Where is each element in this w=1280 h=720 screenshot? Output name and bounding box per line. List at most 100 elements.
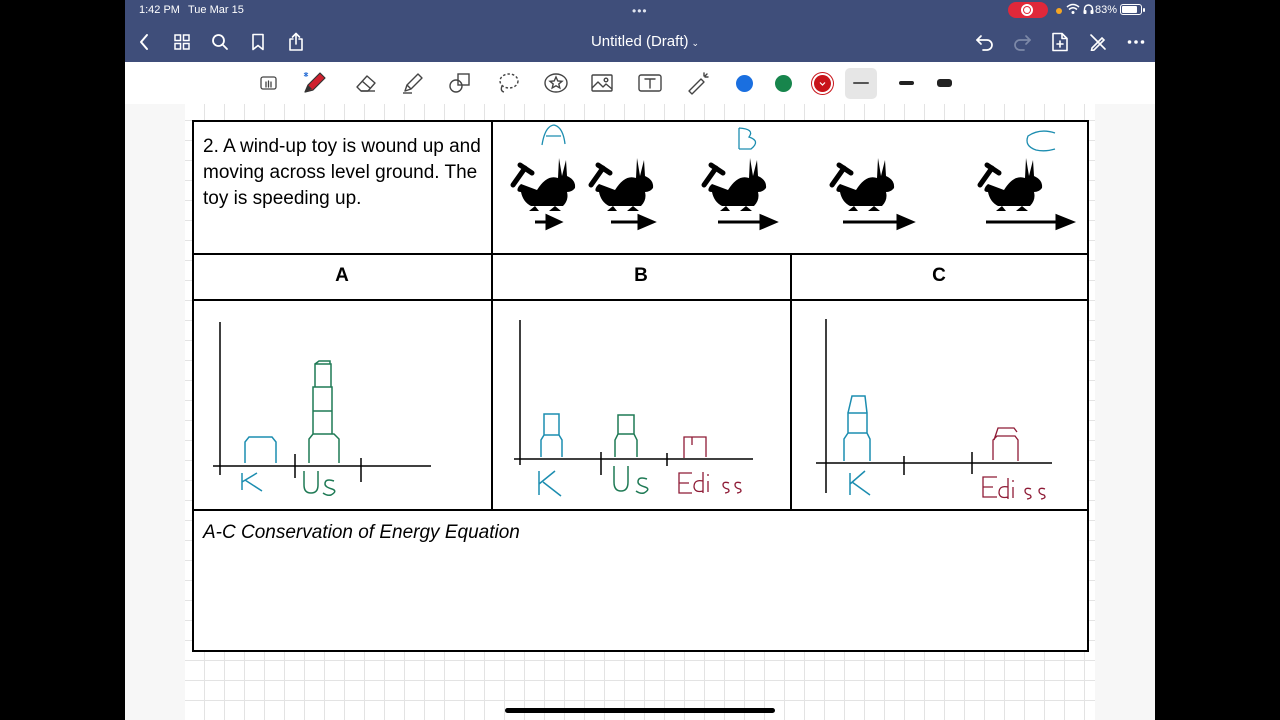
toy-snapshot-2: [591, 158, 653, 211]
wifi-icon: [1066, 3, 1080, 14]
chevron-down-icon: ⌄: [691, 38, 700, 48]
axis-label-us: [613, 466, 649, 494]
table-divider: [194, 299, 1087, 301]
bookmark-button[interactable]: [245, 29, 271, 55]
tool-eraser[interactable]: [352, 70, 380, 96]
home-indicator[interactable]: [505, 708, 775, 713]
text-box-icon: [638, 74, 662, 92]
chevron-left-icon: [140, 34, 148, 50]
color-swatch-red[interactable]: [814, 75, 831, 92]
microphone-indicator: [1056, 8, 1062, 14]
column-header-b: B: [634, 265, 648, 286]
image-icon: [591, 74, 613, 92]
bar-dissipated: [683, 436, 707, 458]
tool-laser-pointer[interactable]: [685, 70, 713, 96]
problem-statement: 2. A wind-up toy is wound up and moving …: [203, 136, 481, 209]
tool-text[interactable]: [636, 70, 664, 96]
label-b: [738, 127, 757, 150]
axis-label-k: [538, 470, 562, 497]
lasso-icon: [499, 73, 519, 93]
label-a: [541, 124, 566, 146]
add-page-icon: [1052, 32, 1068, 52]
bookmark-icon: [252, 33, 264, 51]
notes-canvas[interactable]: 2. A wind-up toy is wound up and moving …: [125, 104, 1155, 720]
pencil-slash-icon: [1090, 34, 1106, 51]
tool-lasso[interactable]: [494, 70, 522, 96]
back-button[interactable]: [131, 29, 157, 55]
more-icon: [1127, 40, 1145, 44]
bar-kinetic: [540, 413, 563, 457]
ipad-screen: 1:42 PM Tue Mar 15 ••• 83%: [125, 0, 1155, 720]
color-swatch-green[interactable]: [775, 75, 792, 92]
column-header-c: C: [932, 265, 946, 286]
screen-recording-indicator: [1008, 2, 1048, 18]
redo-button[interactable]: [1009, 29, 1035, 55]
toy-snapshot-4: [832, 158, 894, 211]
label-c: [1026, 130, 1056, 152]
eraser-icon: [356, 75, 376, 92]
axis-label-k: [849, 470, 871, 496]
axis-label-us: [303, 471, 336, 496]
pages-grid-button[interactable]: [169, 29, 195, 55]
undo-icon: [976, 35, 993, 51]
energy-bar-chart-b: [514, 320, 753, 497]
pencil-off-button[interactable]: [1085, 29, 1111, 55]
elements-sticker-icon: [544, 73, 568, 93]
table-divider: [194, 253, 1087, 255]
tool-elements[interactable]: [542, 70, 570, 96]
add-page-button[interactable]: [1047, 29, 1073, 55]
stroke-medium-button[interactable]: [891, 68, 923, 99]
tool-highlighter[interactable]: [399, 70, 427, 96]
multitasking-dots[interactable]: •••: [632, 4, 648, 18]
grid-icon: [174, 34, 190, 50]
share-icon: [289, 32, 303, 51]
search-icon: [212, 34, 228, 50]
chevron-down-icon: [819, 82, 826, 86]
search-button[interactable]: [207, 29, 233, 55]
axis-label-ediss: [678, 472, 742, 494]
table-divider: [491, 122, 493, 511]
bar-dissipated: [992, 427, 1019, 461]
battery-percentage: 83%: [1095, 4, 1118, 16]
tool-pen[interactable]: [301, 70, 329, 96]
stroke-thin-button[interactable]: [845, 68, 877, 99]
shapes-icon: [449, 73, 470, 93]
document-title-text: Untitled (Draft): [590, 33, 689, 50]
document-title[interactable]: Untitled (Draft) ⌄: [565, 33, 725, 50]
velocity-arrows: [535, 213, 1077, 231]
color-swatch-blue[interactable]: [736, 75, 753, 92]
tool-image[interactable]: [588, 70, 616, 96]
headphones-icon: [1083, 4, 1094, 14]
pen-icon: [303, 72, 326, 93]
toy-snapshot-3: [704, 158, 766, 211]
axis-label-ediss: [982, 476, 1046, 500]
tool-hand-mode[interactable]: [255, 70, 283, 96]
table-divider: [790, 253, 792, 511]
worksheet-table: 2. A wind-up toy is wound up and moving …: [192, 120, 1089, 652]
more-button[interactable]: [1123, 29, 1149, 55]
energy-bar-chart-c: [816, 319, 1052, 500]
stroke-thick-button[interactable]: [929, 68, 961, 99]
toy-snapshot-5: [980, 158, 1042, 211]
table-divider: [194, 509, 1087, 511]
toy-snapshot-1: [513, 158, 575, 211]
highlighter-icon: [403, 73, 423, 94]
grid-page[interactable]: 2. A wind-up toy is wound up and moving …: [185, 104, 1095, 720]
share-button[interactable]: [283, 29, 309, 55]
status-time: 1:42 PM: [139, 4, 180, 16]
tools-bar: [125, 62, 1155, 105]
redo-icon: [1014, 35, 1031, 51]
undo-button[interactable]: [972, 29, 998, 55]
bar-spring: [308, 360, 340, 463]
bar-kinetic: [244, 436, 277, 463]
axis-tick: [600, 452, 668, 475]
navigation-bar: 1:42 PM Tue Mar 15 ••• 83%: [125, 0, 1155, 62]
laser-pointer-icon: [688, 72, 709, 95]
axis-tick: [903, 452, 973, 475]
snapshot-annotations: [541, 124, 1056, 152]
bar-spring: [614, 414, 638, 457]
equation-label: A-C Conservation of Energy Equation: [203, 522, 520, 543]
tool-shapes[interactable]: [446, 70, 474, 96]
column-header-a: A: [335, 265, 349, 286]
toy-snapshots: [493, 124, 1077, 231]
